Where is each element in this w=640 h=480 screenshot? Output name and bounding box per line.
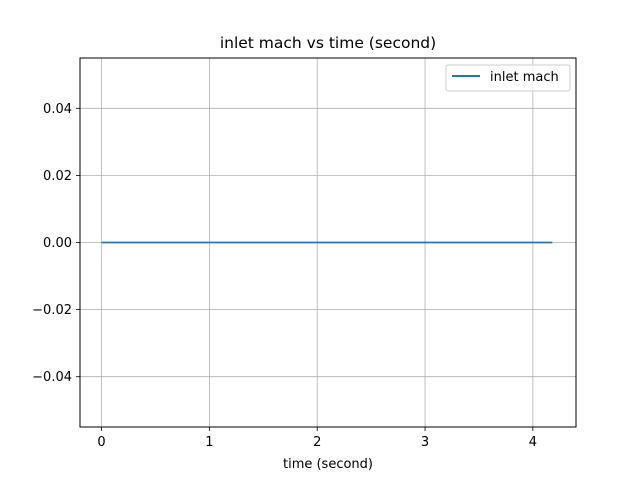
x-tick-label: 2: [313, 435, 321, 450]
legend-box: [445, 64, 571, 92]
x-axis-label: time (second): [283, 457, 373, 472]
x-tick-label: 3: [421, 435, 429, 450]
x-axis-ticks: 0 1 2 3 4: [97, 427, 537, 450]
y-tick-label: −0.02: [32, 303, 72, 318]
chart-title: inlet mach vs time (second): [220, 34, 436, 52]
x-tick-label: 4: [529, 435, 537, 450]
legend: inlet mach: [445, 64, 571, 92]
y-tick-label: −0.04: [32, 370, 72, 385]
y-tick-label: 0.00: [43, 236, 72, 251]
y-tick-label: 0.04: [43, 102, 72, 117]
x-tick-label: 0: [97, 435, 105, 450]
y-axis-ticks: −0.04 −0.02 0.00 0.02 0.04: [32, 102, 80, 385]
y-tick-label: 0.02: [43, 169, 72, 184]
legend-label-inlet-mach: inlet mach: [490, 70, 559, 85]
x-tick-label: 1: [205, 435, 213, 450]
